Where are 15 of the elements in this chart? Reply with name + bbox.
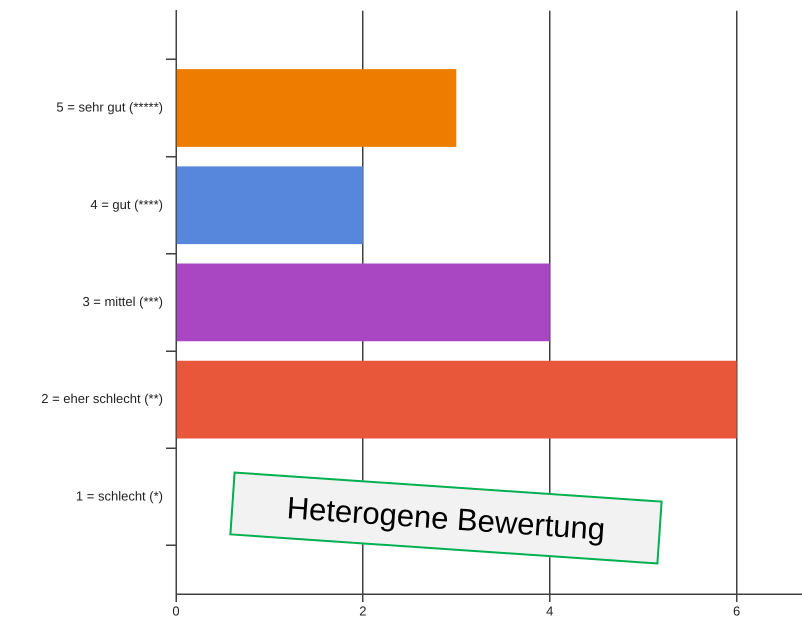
y-tick-label: 2 = eher schlecht (**) bbox=[41, 391, 163, 406]
bar bbox=[176, 166, 363, 244]
x-tick-label: 6 bbox=[732, 603, 740, 618]
x-tick-label: 2 bbox=[359, 603, 366, 618]
callout-box: Heterogene Bewertung bbox=[229, 471, 663, 565]
annotation: Heterogene Bewertung bbox=[286, 490, 606, 546]
x-tick-label: 4 bbox=[546, 603, 554, 618]
bar bbox=[176, 264, 550, 342]
bar bbox=[176, 360, 737, 438]
y-tick-label: 5 = sehr gut (*****) bbox=[56, 100, 163, 115]
y-tick-label: 1 = schlecht (*) bbox=[76, 488, 163, 504]
bar bbox=[176, 69, 456, 147]
y-tick-label: 4 = gut (****) bbox=[90, 196, 163, 212]
y-tick-label: 3 = mittel (***) bbox=[82, 294, 163, 309]
x-tick-label: 0 bbox=[172, 603, 180, 618]
